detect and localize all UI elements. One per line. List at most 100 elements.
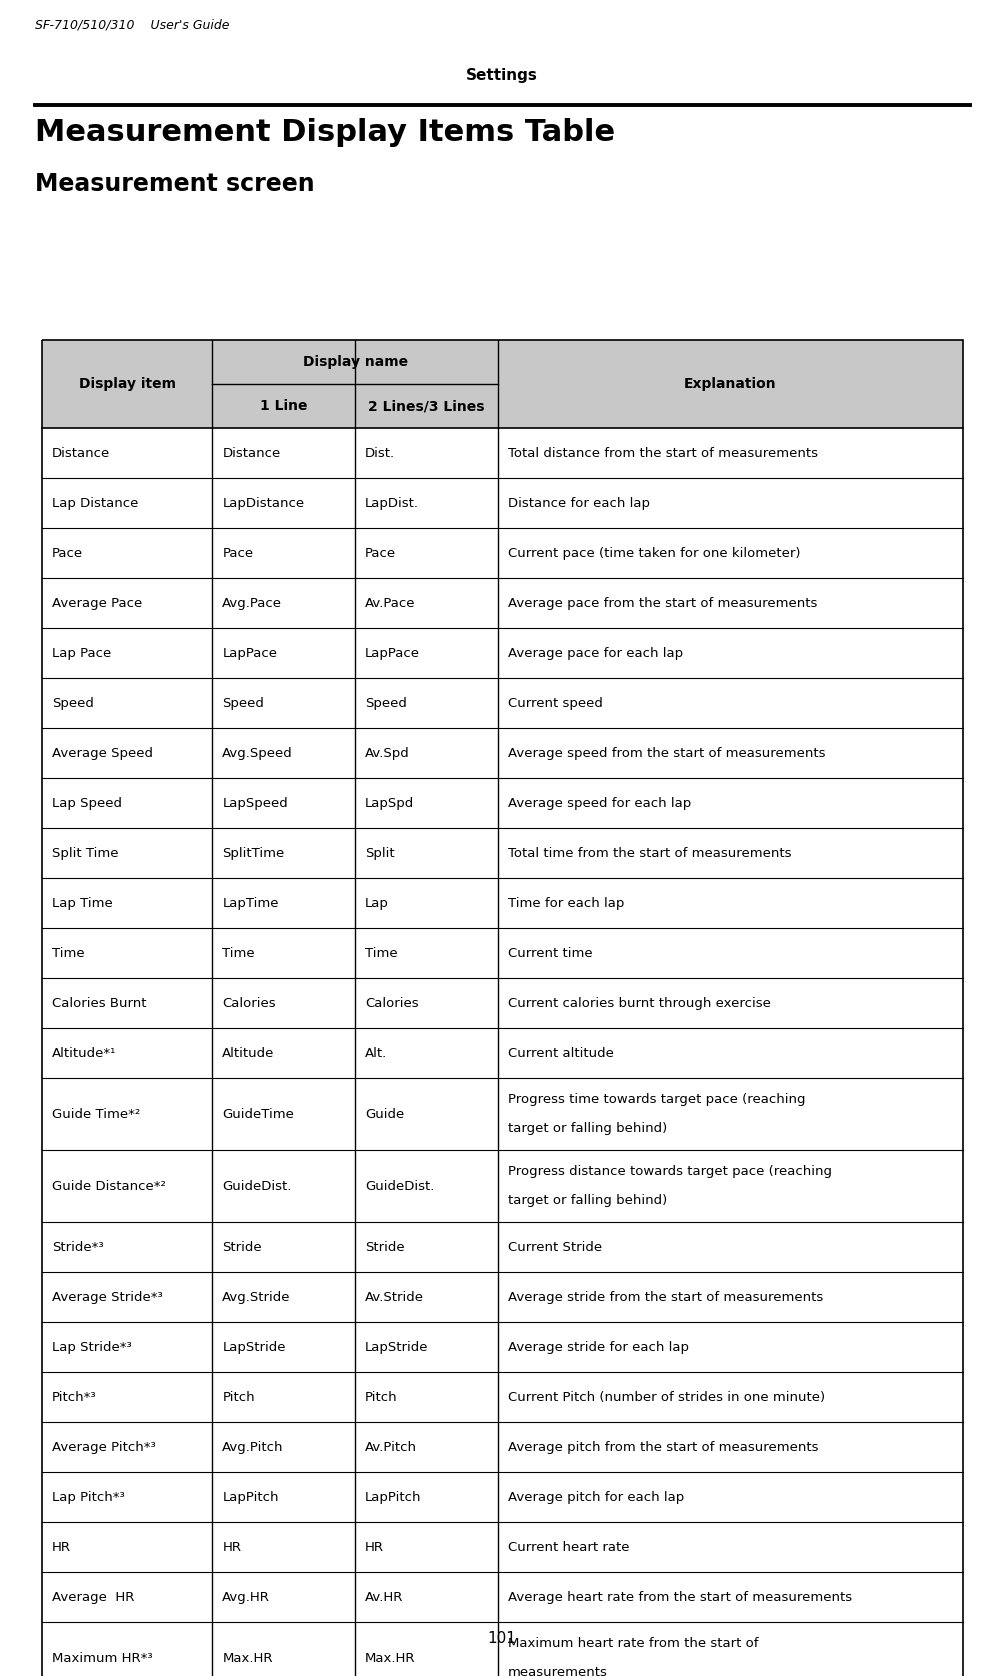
Bar: [42, 1322, 963, 1373]
Text: 1 Line: 1 Line: [260, 399, 308, 412]
Bar: [42, 1272, 963, 1322]
Text: Average pitch for each lap: Average pitch for each lap: [508, 1490, 684, 1503]
Text: LapTime: LapTime: [222, 897, 278, 910]
Text: Distance for each lap: Distance for each lap: [508, 496, 650, 510]
Text: Average pitch from the start of measurements: Average pitch from the start of measurem…: [508, 1440, 818, 1453]
Text: Calories: Calories: [365, 997, 419, 1009]
Bar: [42, 1150, 963, 1222]
Bar: [42, 340, 963, 427]
Text: Avg.Pitch: Avg.Pitch: [222, 1440, 283, 1453]
Text: GuideTime: GuideTime: [222, 1108, 294, 1121]
Text: Average  HR: Average HR: [52, 1591, 135, 1604]
Bar: [42, 427, 963, 478]
Text: Average Stride*³: Average Stride*³: [52, 1291, 163, 1304]
Text: Lap Pitch*³: Lap Pitch*³: [52, 1490, 125, 1503]
Bar: [42, 1373, 963, 1421]
Text: Pace: Pace: [365, 546, 396, 560]
Text: Current heart rate: Current heart rate: [508, 1540, 629, 1554]
Text: Avg.HR: Avg.HR: [222, 1591, 270, 1604]
Bar: [42, 628, 963, 679]
Text: Current Pitch (number of strides in one minute): Current Pitch (number of strides in one …: [508, 1391, 825, 1403]
Text: 101: 101: [487, 1631, 517, 1646]
Text: Speed: Speed: [365, 697, 407, 709]
Text: Stride*³: Stride*³: [52, 1240, 104, 1254]
Text: Av.Pitch: Av.Pitch: [365, 1440, 417, 1453]
Text: Average Pitch*³: Average Pitch*³: [52, 1440, 156, 1453]
Text: Average heart rate from the start of measurements: Average heart rate from the start of mea…: [508, 1591, 852, 1604]
Text: Average speed for each lap: Average speed for each lap: [508, 796, 691, 810]
Text: HR: HR: [365, 1540, 384, 1554]
Text: Av.HR: Av.HR: [365, 1591, 404, 1604]
Text: Guide Distance*²: Guide Distance*²: [52, 1180, 166, 1193]
Text: Total time from the start of measurements: Total time from the start of measurement…: [508, 846, 791, 860]
Text: Maximum HR*³: Maximum HR*³: [52, 1651, 153, 1664]
Text: measurements: measurements: [508, 1666, 608, 1676]
Bar: [42, 878, 963, 929]
Text: Speed: Speed: [52, 697, 93, 709]
Bar: [42, 979, 963, 1027]
Text: Max.HR: Max.HR: [365, 1651, 416, 1664]
Text: Current altitude: Current altitude: [508, 1046, 614, 1059]
Text: Stride: Stride: [365, 1240, 405, 1254]
Bar: [42, 528, 963, 578]
Text: Current Stride: Current Stride: [508, 1240, 602, 1254]
Bar: [42, 727, 963, 778]
Text: Current time: Current time: [508, 947, 593, 959]
Text: Lap: Lap: [365, 897, 389, 910]
Text: Altitude: Altitude: [222, 1046, 274, 1059]
Text: Average stride from the start of measurements: Average stride from the start of measure…: [508, 1291, 823, 1304]
Text: Avg.Speed: Avg.Speed: [222, 746, 293, 759]
Text: Dist.: Dist.: [365, 446, 395, 459]
Text: LapPitch: LapPitch: [365, 1490, 422, 1503]
Text: Distance: Distance: [52, 446, 111, 459]
Text: Distance: Distance: [222, 446, 280, 459]
Text: Maximum heart rate from the start of: Maximum heart rate from the start of: [508, 1637, 759, 1651]
Bar: [42, 1522, 963, 1572]
Text: Time for each lap: Time for each lap: [508, 897, 624, 910]
Text: Guide Time*²: Guide Time*²: [52, 1108, 141, 1121]
Text: Progress distance towards target pace (reaching: Progress distance towards target pace (r…: [508, 1165, 832, 1178]
Text: Lap Distance: Lap Distance: [52, 496, 139, 510]
Text: target or falling behind): target or falling behind): [508, 1121, 667, 1135]
Text: Measurement screen: Measurement screen: [35, 173, 315, 196]
Text: Average pace for each lap: Average pace for each lap: [508, 647, 683, 659]
Text: Average speed from the start of measurements: Average speed from the start of measurem…: [508, 746, 825, 759]
Text: Av.Pace: Av.Pace: [365, 597, 416, 610]
Text: HR: HR: [52, 1540, 71, 1554]
Text: Settings: Settings: [466, 69, 538, 84]
Text: LapPace: LapPace: [222, 647, 277, 659]
Text: GuideDist.: GuideDist.: [222, 1180, 291, 1193]
Text: Display name: Display name: [303, 355, 408, 369]
Text: Time: Time: [222, 947, 255, 959]
Text: LapDist.: LapDist.: [365, 496, 419, 510]
Bar: [42, 578, 963, 628]
Text: Current pace (time taken for one kilometer): Current pace (time taken for one kilomet…: [508, 546, 800, 560]
Text: Split Time: Split Time: [52, 846, 119, 860]
Text: Average pace from the start of measurements: Average pace from the start of measureme…: [508, 597, 817, 610]
Text: LapPace: LapPace: [365, 647, 420, 659]
Text: LapStride: LapStride: [365, 1341, 429, 1354]
Text: LapDistance: LapDistance: [222, 496, 305, 510]
Text: Calories Burnt: Calories Burnt: [52, 997, 147, 1009]
Text: Lap Stride*³: Lap Stride*³: [52, 1341, 132, 1354]
Bar: [42, 778, 963, 828]
Text: Max.HR: Max.HR: [222, 1651, 273, 1664]
Text: Av.Stride: Av.Stride: [365, 1291, 424, 1304]
Text: Explanation: Explanation: [684, 377, 777, 391]
Bar: [42, 1472, 963, 1522]
Text: Average Pace: Average Pace: [52, 597, 143, 610]
Text: Stride: Stride: [222, 1240, 262, 1254]
Text: Speed: Speed: [222, 697, 264, 709]
Bar: [42, 1222, 963, 1272]
Bar: [42, 679, 963, 727]
Bar: [42, 1622, 963, 1676]
Bar: [42, 1421, 963, 1472]
Bar: [42, 340, 963, 1676]
Text: Alt.: Alt.: [365, 1046, 387, 1059]
Text: Avg.Stride: Avg.Stride: [222, 1291, 290, 1304]
Text: target or falling behind): target or falling behind): [508, 1193, 667, 1207]
Text: HR: HR: [222, 1540, 241, 1554]
Text: Display item: Display item: [78, 377, 176, 391]
Text: LapStride: LapStride: [222, 1341, 285, 1354]
Text: Pace: Pace: [222, 546, 253, 560]
